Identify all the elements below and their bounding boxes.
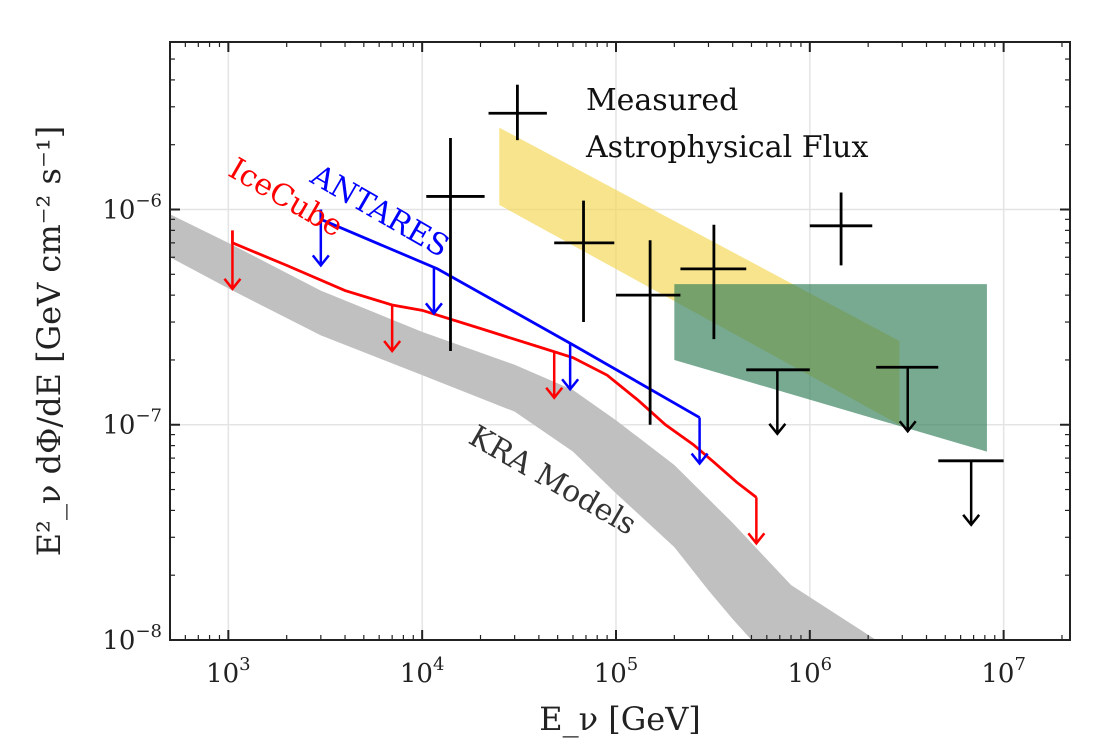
icecube-limit-arrow-head [383, 340, 402, 354]
upper-limit-arrow-head [768, 423, 787, 436]
antares-limit-arrow-head [690, 452, 709, 466]
x-tick-label: 105 [594, 654, 639, 689]
y-tick-label: 10−8 [102, 621, 162, 656]
y-axis-label: E²_ν dΦ/dE [GeV cm⁻² s⁻¹] [30, 126, 68, 556]
icecube-limit-arrow-head [747, 532, 766, 546]
antares-sensitivity-line [319, 209, 701, 419]
icecube-limit-arrow-head [223, 278, 242, 291]
icecube-sensitivity-line [231, 230, 758, 499]
x-tick-label: 106 [788, 654, 833, 689]
x-tick-label: 107 [981, 654, 1026, 689]
x-axis-label: E_ν [GeV] [539, 700, 701, 738]
y-tick-label: 10−7 [102, 406, 162, 441]
y-tick-label: 10−6 [102, 190, 162, 225]
band-kra-models [170, 214, 877, 640]
series-layer [223, 209, 766, 546]
upper-limit-arrow-head [898, 420, 917, 434]
antares-limit-arrow-head [424, 302, 443, 316]
upper-limit-arrow-head [962, 514, 981, 527]
annotation-astrophysical-flux: Astrophysical Flux [585, 130, 869, 165]
x-tick-label: 103 [206, 654, 251, 689]
x-tick-label: 104 [400, 654, 445, 689]
antares-limit-arrow-head [311, 254, 330, 268]
antares-limit-arrow-head [561, 378, 580, 392]
annotation-measured: Measured [586, 83, 738, 118]
icecube-limit-arrow-head [545, 386, 564, 400]
axis-ticks: 103 104 105 106 107 10−8 10−7 10−6 [102, 41, 1070, 689]
plot-frame [169, 41, 1071, 641]
data-points-layer [426, 84, 1004, 527]
